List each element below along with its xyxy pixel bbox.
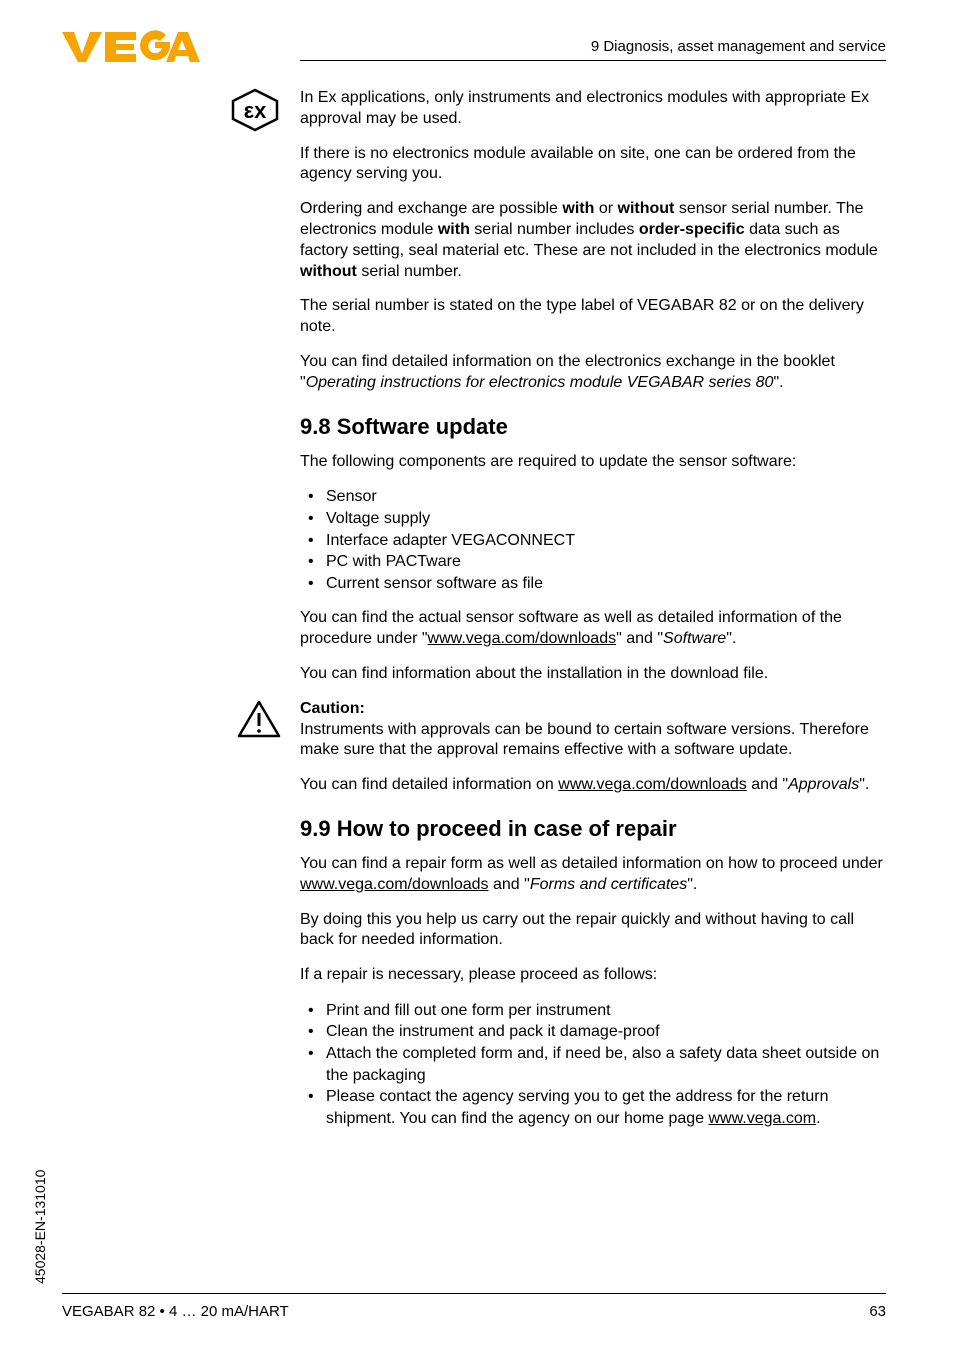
list-item: Current sensor software as file	[300, 573, 886, 595]
text: with	[438, 221, 470, 238]
text: ".	[726, 630, 736, 647]
text: Approvals	[788, 776, 859, 793]
list-item: Print and fill out one form per instrume…	[300, 1000, 886, 1022]
para-booklet: You can find detailed information on the…	[300, 352, 886, 394]
link-downloads[interactable]: www.vega.com/downloads	[428, 630, 617, 647]
text: order-specific	[639, 221, 745, 238]
link-downloads[interactable]: www.vega.com/downloads	[558, 776, 747, 793]
main-content: εx In Ex applications, only instruments …	[300, 88, 886, 1143]
text: Forms and certificates	[530, 876, 687, 893]
text: serial number includes	[470, 221, 639, 238]
para-software-link: You can find the actual sensor software …	[300, 608, 886, 650]
text: or	[594, 200, 617, 217]
components-list: Sensor Voltage supply Interface adapter …	[300, 486, 886, 594]
list-item: Voltage supply	[300, 508, 886, 530]
para-install-info: You can find information about the insta…	[300, 664, 886, 685]
para-repair-proceed: If a repair is necessary, please proceed…	[300, 965, 886, 986]
list-item: Please contact the agency serving you to…	[300, 1086, 886, 1129]
text: Ordering and exchange are possible	[300, 200, 562, 217]
list-item: Interface adapter VEGACONNECT	[300, 530, 886, 552]
list-item: Sensor	[300, 486, 886, 508]
ex-icon: εx	[230, 88, 280, 137]
text: .	[816, 1110, 820, 1127]
list-item: PC with PACTware	[300, 551, 886, 573]
text: with	[562, 200, 594, 217]
text: and "	[489, 876, 530, 893]
footer-rule	[62, 1293, 886, 1294]
para-repair-help: By doing this you help us carry out the …	[300, 910, 886, 952]
para-components: The following components are required to…	[300, 452, 886, 473]
heading-software-update: 9.8 Software update	[300, 414, 886, 440]
para-caution: Instruments with approvals can be bound …	[300, 720, 886, 762]
doc-code-vertical: 45028-EN-131010	[32, 1170, 48, 1284]
text: ".	[773, 374, 783, 391]
page-number: 63	[869, 1303, 886, 1320]
para-ordering: Ordering and exchange are possible with …	[300, 199, 886, 282]
para-repair-form: You can find a repair form as well as de…	[300, 854, 886, 896]
footer-product: VEGABAR 82 • 4 … 20 mA/HART	[62, 1303, 289, 1320]
list-item: Clean the instrument and pack it damage-…	[300, 1021, 886, 1043]
text: You can find a repair form as well as de…	[300, 855, 883, 872]
text: without	[618, 200, 675, 217]
text: Operating instructions for electronics m…	[306, 374, 774, 391]
text: serial number.	[357, 263, 462, 280]
svg-text:εx: εx	[244, 98, 267, 123]
vega-logo	[62, 30, 202, 69]
text: " and "	[616, 630, 663, 647]
text: ".	[687, 876, 697, 893]
caution-icon	[236, 699, 282, 744]
list-item: Attach the completed form and, if need b…	[300, 1043, 886, 1086]
para-serial: The serial number is stated on the type …	[300, 296, 886, 338]
text: without	[300, 263, 357, 280]
para-ex-approval: In Ex applications, only instruments and…	[300, 88, 886, 130]
link-downloads[interactable]: www.vega.com/downloads	[300, 876, 489, 893]
header-section-title: 9 Diagnosis, asset management and servic…	[591, 38, 886, 55]
text: and "	[747, 776, 788, 793]
para-no-module: If there is no electronics module availa…	[300, 144, 886, 186]
repair-steps-list: Print and fill out one form per instrume…	[300, 1000, 886, 1130]
para-approvals-link: You can find detailed information on www…	[300, 775, 886, 796]
heading-repair: 9.9 How to proceed in case of repair	[300, 816, 886, 842]
text: ".	[859, 776, 869, 793]
text: You can find detailed information on	[300, 776, 558, 793]
caution-heading: Caution:	[300, 699, 886, 720]
header-rule	[300, 60, 886, 61]
link-vega[interactable]: www.vega.com	[709, 1110, 817, 1127]
text: Software	[663, 630, 726, 647]
